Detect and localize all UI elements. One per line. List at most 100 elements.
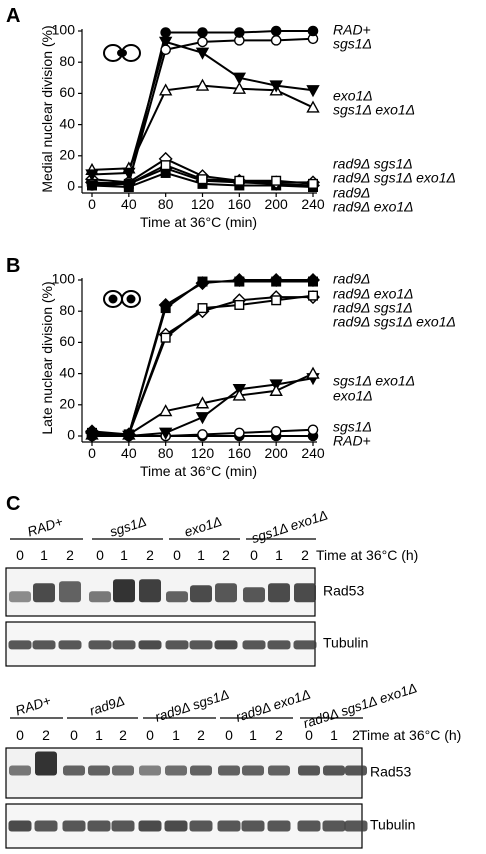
- band: [214, 640, 238, 650]
- data-point: [270, 35, 282, 46]
- band: [165, 640, 189, 650]
- band: [88, 765, 110, 776]
- data-point: [271, 175, 282, 186]
- series-label: RAD+: [333, 22, 371, 38]
- group-label: sgs1Δ: [108, 514, 148, 540]
- data-point: [232, 273, 247, 287]
- data-point: [269, 80, 283, 93]
- band: [297, 820, 321, 832]
- chart-medial-division: 0 20 40 60 80 100 0 40 80 120 160 200 240 Time at 36°…: [39, 22, 456, 230]
- band: [113, 579, 135, 603]
- data-point: [158, 83, 173, 96]
- lane-label: 2: [197, 727, 205, 743]
- data-point: [270, 426, 282, 437]
- series-label: sgs1Δ: [333, 419, 372, 435]
- x-tick-label: 40: [121, 196, 137, 212]
- series-label: sgs1Δ exo1Δ: [333, 373, 415, 389]
- lane-label: 1: [40, 547, 48, 563]
- data-point: [195, 276, 210, 291]
- lane-label: 2: [352, 727, 360, 743]
- data-point: [197, 429, 208, 440]
- medial-nucleus-cell-icon: [103, 44, 141, 62]
- band: [189, 640, 213, 650]
- lane-label: 1: [120, 547, 128, 563]
- data-point: [121, 427, 136, 442]
- data-point: [234, 27, 245, 38]
- data-point: [232, 72, 247, 85]
- band: [112, 765, 134, 776]
- data-point: [306, 85, 320, 98]
- band: [344, 820, 368, 832]
- band: [33, 583, 55, 603]
- group-label: sgs1Δ exo1Δ: [250, 507, 330, 546]
- data-point: [86, 180, 98, 191]
- x-tick-label: 120: [191, 196, 215, 212]
- y-tick-label: 80: [59, 53, 75, 69]
- lane-label: 0: [146, 727, 154, 743]
- series-label: sgs1Δ: [333, 36, 372, 52]
- lane-label: 0: [16, 547, 24, 563]
- data-point: [195, 396, 210, 409]
- group-label: rad9Δ exo1Δ: [234, 687, 313, 725]
- x-tick-label: 40: [121, 445, 137, 461]
- lane-label: 0: [16, 727, 24, 743]
- group-label: rad9Δ sgs1Δ exo1Δ: [301, 680, 418, 731]
- data-point: [269, 383, 283, 396]
- x-tick-label: 240: [301, 196, 325, 212]
- panel-letter-c: C: [6, 493, 20, 515]
- lane-label: 2: [301, 547, 309, 563]
- lane-label: 0: [70, 727, 78, 743]
- y-tick-label: 60: [59, 333, 75, 349]
- data-point: [232, 81, 247, 94]
- x-axis-label: Time at 36°C (min): [140, 463, 257, 479]
- data-point: [197, 27, 208, 38]
- series-label: rad9Δ exo1Δ: [333, 199, 414, 215]
- band: [268, 583, 290, 603]
- series-label: exo1Δ: [333, 88, 373, 104]
- band: [298, 765, 320, 776]
- band: [166, 591, 188, 603]
- x-tick-label: 240: [301, 445, 325, 461]
- group-label: RAD+: [25, 514, 64, 540]
- panel-letter-b: B: [6, 255, 20, 277]
- data-point: [270, 25, 282, 37]
- data-point: [195, 78, 210, 91]
- data-point: [195, 412, 210, 425]
- y-axis-label: Medial nuclear division (%): [39, 25, 55, 192]
- band: [215, 583, 237, 603]
- data-point: [160, 44, 171, 56]
- y-tick-label: 0: [67, 427, 75, 443]
- band: [165, 765, 187, 776]
- data-point: [306, 100, 320, 113]
- series-label: RAD+: [333, 433, 371, 449]
- data-point: [306, 273, 320, 287]
- group-label: rad9Δ sgs1Δ: [153, 687, 231, 725]
- series-line: [91, 37, 314, 185]
- band: [8, 820, 32, 832]
- band: [111, 820, 135, 832]
- band: [293, 640, 317, 650]
- lane-label: 2: [119, 727, 127, 743]
- series-line: [91, 84, 314, 171]
- group-label: rad9Δ: [88, 693, 127, 718]
- data-point: [158, 297, 173, 312]
- band: [294, 583, 316, 603]
- band: [267, 820, 291, 832]
- data-point: [85, 169, 99, 182]
- y-tick-label: 20: [59, 147, 75, 163]
- data-point: [269, 273, 284, 287]
- band: [268, 765, 290, 776]
- x-axis-label: Time at 36°C (min): [140, 214, 257, 230]
- data-point: [307, 424, 319, 436]
- data-point: [195, 47, 210, 60]
- series-label: exo1Δ: [333, 388, 373, 404]
- data-point: [160, 332, 171, 343]
- lane-label: 2: [275, 727, 283, 743]
- data-point: [306, 366, 320, 379]
- band: [58, 640, 82, 650]
- data-point: [160, 160, 171, 171]
- group-label: RAD+: [13, 693, 52, 719]
- lane-label: 1: [249, 727, 257, 743]
- series-label: rad9Δ sgs1Δ exo1Δ: [333, 170, 456, 186]
